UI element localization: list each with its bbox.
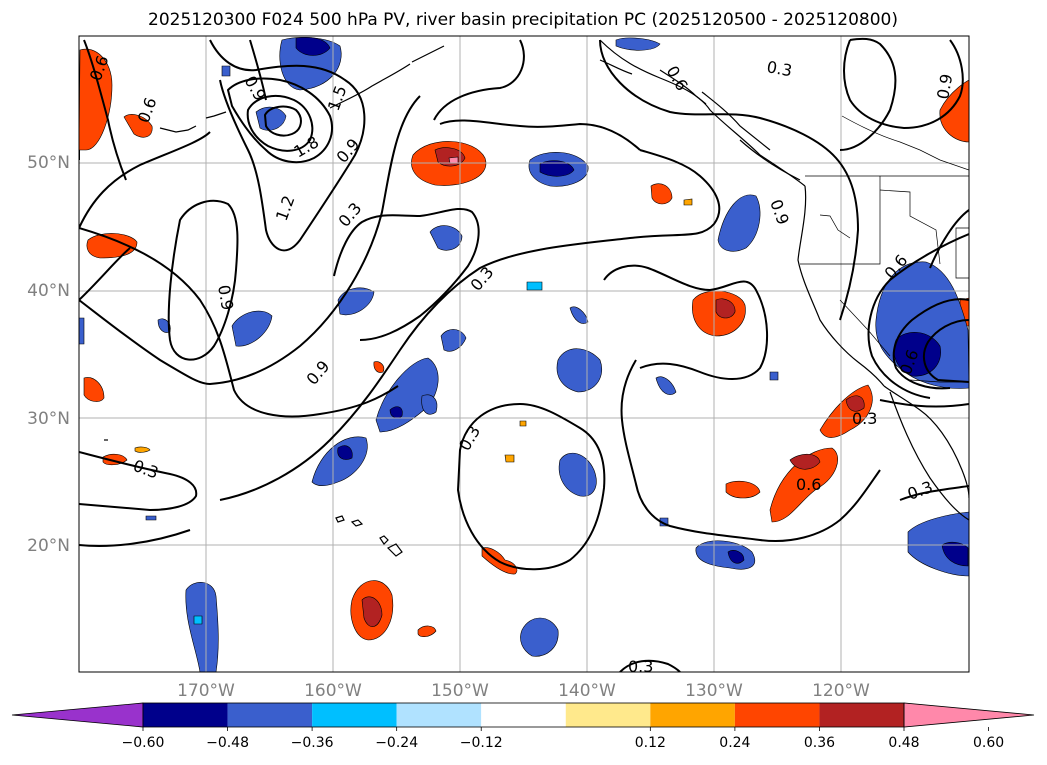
colorbar-tick-label: −0.60 — [122, 735, 165, 751]
lon-label-160w: 160°W — [304, 681, 362, 701]
colorbar-extend-high — [903, 702, 1035, 728]
precip-positive-blobs — [79, 48, 969, 641]
contour-label: 0.3 — [852, 409, 877, 428]
colorbar-tick-label: −0.48 — [206, 735, 249, 751]
colorbar-swatch — [312, 703, 397, 727]
lon-label-150w: 150°W — [431, 681, 489, 701]
colorbar-tick-label: 0.60 — [973, 735, 1004, 751]
colorbar-tick-label: −0.12 — [460, 735, 503, 751]
lon-label-140w: 140°W — [558, 681, 616, 701]
colorbar-tick-label: −0.36 — [291, 735, 334, 751]
colorbar: −0.60 −0.48 −0.36 −0.24 −0.12 0.12 0.24 0.36 0.4… — [11, 702, 1035, 751]
colorbar-swatch — [143, 703, 228, 727]
colorbar-tick-label: −0.24 — [375, 735, 418, 751]
colorbar-outline — [142, 702, 905, 728]
longitude-labels: 170°W 160°W 150°W 140°W 130°W 120°W — [177, 681, 870, 701]
lon-label-130w: 130°W — [685, 681, 743, 701]
lat-label-40n: 40°N — [27, 281, 70, 301]
latitude-labels: 50°N 40°N 30°N 20°N — [27, 153, 70, 556]
colorbar-swatch — [734, 703, 820, 727]
colorbar-tick-label: 0.12 — [635, 735, 666, 751]
contour-label: 0.6 — [796, 475, 821, 494]
colorbar-swatch — [227, 703, 313, 727]
colorbar-tick-label: 0.36 — [804, 735, 835, 751]
lat-label-30n: 30°N — [27, 409, 70, 429]
contour-label: 0.3 — [628, 657, 653, 676]
colorbar-tick-label: 0.48 — [888, 735, 919, 751]
contour-label: 0.9 — [933, 72, 956, 100]
colorbar-swatch — [396, 703, 482, 727]
colorbar-swatch — [650, 703, 735, 727]
plot-area: 0.6 0.9 0.6 1.5 1.8 0.9 1.2 0.3 0.9 0.3 … — [79, 36, 969, 676]
colorbar-extend-low — [11, 702, 144, 728]
colorbar-swatch — [481, 703, 566, 727]
lat-label-20n: 20°N — [27, 536, 70, 556]
lon-label-120w: 120°W — [812, 681, 870, 701]
colorbar-tick-label: 0.24 — [719, 735, 750, 751]
lat-label-50n: 50°N — [27, 153, 70, 173]
contour-label: 0.9 — [214, 283, 237, 311]
plot-frame — [78, 35, 970, 673]
gridlines — [79, 36, 969, 672]
colorbar-swatch — [565, 703, 651, 727]
lon-label-170w: 170°W — [177, 681, 235, 701]
coastlines — [104, 39, 969, 557]
contour-label: 0.3 — [765, 57, 793, 80]
pv-contours — [79, 37, 969, 672]
colorbar-swatch — [819, 703, 904, 727]
figure-title: 2025120300 F024 500 hPa PV, river basin … — [148, 10, 898, 30]
